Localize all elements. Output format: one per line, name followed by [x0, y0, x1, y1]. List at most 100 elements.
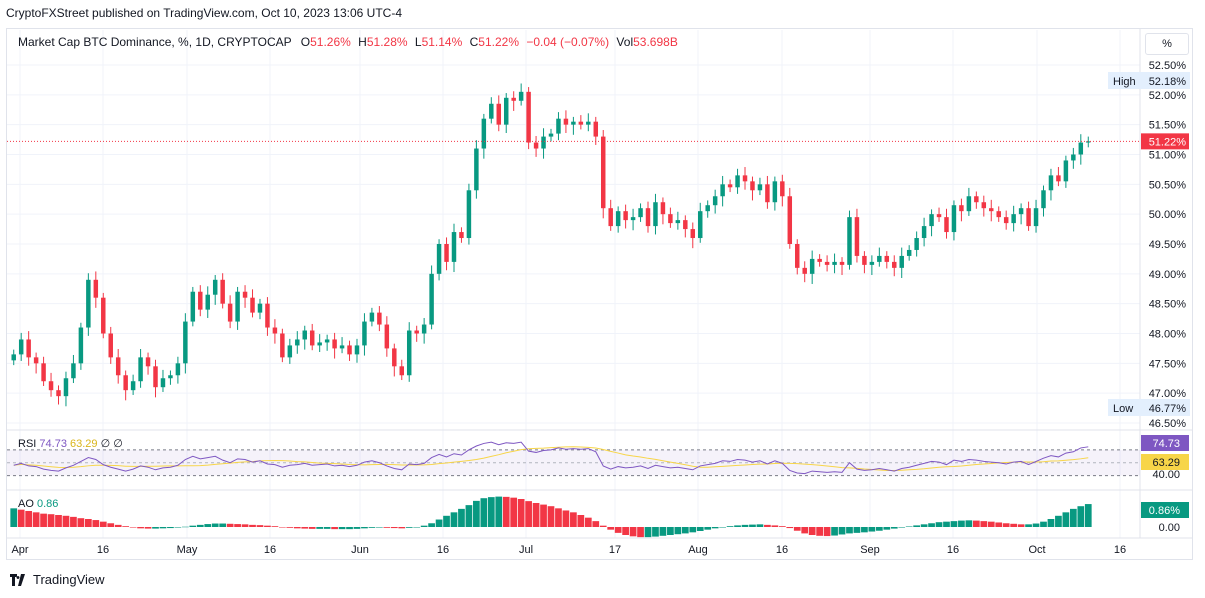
- candle: [892, 255, 897, 277]
- candle-body: [668, 214, 673, 224]
- candle-body: [332, 339, 337, 349]
- candle-body: [757, 184, 763, 191]
- ao-bar: [99, 521, 107, 527]
- ao-bar: [420, 525, 428, 527]
- candle: [951, 200, 957, 241]
- candle-body: [951, 205, 957, 233]
- candle-body: [929, 214, 934, 227]
- candle: [757, 177, 763, 196]
- open-value: 51.26%: [310, 35, 351, 49]
- rsi-line: [13, 441, 1089, 475]
- candle-body: [959, 205, 964, 212]
- ao-bar: [376, 527, 383, 528]
- candle-body: [802, 267, 807, 274]
- ao-bar: [450, 512, 458, 527]
- candle: [362, 313, 367, 356]
- candle-body: [190, 291, 196, 322]
- candle: [414, 325, 419, 342]
- candle: [250, 289, 255, 318]
- candle-body: [638, 208, 643, 218]
- ao-bar: [346, 527, 353, 530]
- price-tick-label: 48.50%: [1149, 299, 1187, 311]
- candle-body: [571, 121, 576, 125]
- ao-bar: [629, 527, 637, 537]
- candle-body: [63, 378, 69, 397]
- candle-body: [1078, 142, 1084, 155]
- ao-bar: [182, 526, 189, 528]
- candle: [541, 128, 546, 159]
- candle: [138, 349, 143, 388]
- candle: [742, 167, 748, 190]
- candle-body: [533, 142, 539, 149]
- candle-body: [854, 217, 860, 256]
- candle-body: [712, 196, 718, 206]
- ao-bar: [599, 525, 607, 527]
- ao-bar: [808, 527, 816, 535]
- candle-body: [608, 208, 613, 227]
- ao-bar: [555, 508, 562, 527]
- candle-body: [78, 327, 84, 364]
- candle-body: [742, 175, 748, 182]
- ao-bar: [1084, 504, 1092, 527]
- candle-body: [287, 345, 293, 358]
- rsi-ma-value-text: 63.29: [70, 438, 98, 450]
- high-label: H: [358, 35, 367, 49]
- candle-body: [86, 279, 91, 328]
- candle: [832, 253, 837, 274]
- ao-axis-tick: 0.00: [1159, 522, 1180, 534]
- candle: [683, 215, 688, 238]
- candle: [63, 371, 69, 407]
- rsi-legend[interactable]: RSI 74.73 63.29 ∅ ∅: [18, 437, 123, 450]
- candle-body: [869, 261, 875, 265]
- volume-value: 53.698B: [633, 35, 678, 49]
- candle-body: [548, 133, 554, 137]
- tradingview-footer[interactable]: TradingView: [10, 572, 105, 587]
- candle: [101, 292, 106, 339]
- candle: [600, 130, 606, 219]
- candle: [630, 208, 636, 231]
- candle-body: [489, 103, 494, 119]
- ao-bar: [622, 527, 629, 535]
- candle: [377, 306, 382, 332]
- price-tick-label: 48.00%: [1149, 328, 1187, 340]
- candle-body: [451, 232, 457, 262]
- ao-bar: [652, 527, 659, 537]
- ao-bar: [458, 508, 465, 527]
- candle: [392, 343, 397, 377]
- ao-bar: [92, 520, 100, 527]
- candle: [257, 298, 263, 320]
- ao-bar: [174, 527, 182, 528]
- candle: [989, 199, 994, 222]
- time-tick-label: 16: [437, 544, 449, 556]
- ao-bar: [249, 524, 256, 527]
- candle: [220, 273, 225, 309]
- percent-scale-button[interactable]: %: [1145, 33, 1189, 55]
- ao-label: AO: [18, 498, 34, 510]
- candle: [86, 273, 91, 336]
- ao-bar: [405, 527, 413, 528]
- candle-body: [466, 190, 472, 239]
- ao-bar: [920, 524, 928, 527]
- ao-bar: [443, 515, 450, 527]
- candle: [287, 338, 293, 364]
- ao-value-text: 0.86: [36, 498, 59, 510]
- ao-legend[interactable]: AO 0.86: [18, 498, 58, 510]
- symbol-title[interactable]: Market Cap BTC Dominance, %, 1D, CRYPTOC…: [18, 35, 292, 49]
- candle: [444, 237, 449, 271]
- candle: [459, 227, 464, 243]
- ao-bar: [1077, 506, 1085, 527]
- close-label: C: [469, 35, 479, 49]
- candle: [638, 203, 643, 222]
- candle-body: [56, 390, 61, 397]
- ao-bar: [741, 524, 749, 527]
- candle: [518, 83, 524, 106]
- candle: [56, 385, 61, 405]
- ao-bar: [943, 521, 950, 527]
- candle-body: [205, 294, 210, 310]
- time-tick-label: Jun: [351, 544, 369, 556]
- ao-bar: [547, 506, 555, 527]
- candle-body: [362, 321, 367, 346]
- ao-bar: [749, 524, 756, 527]
- candle-body: [847, 217, 852, 265]
